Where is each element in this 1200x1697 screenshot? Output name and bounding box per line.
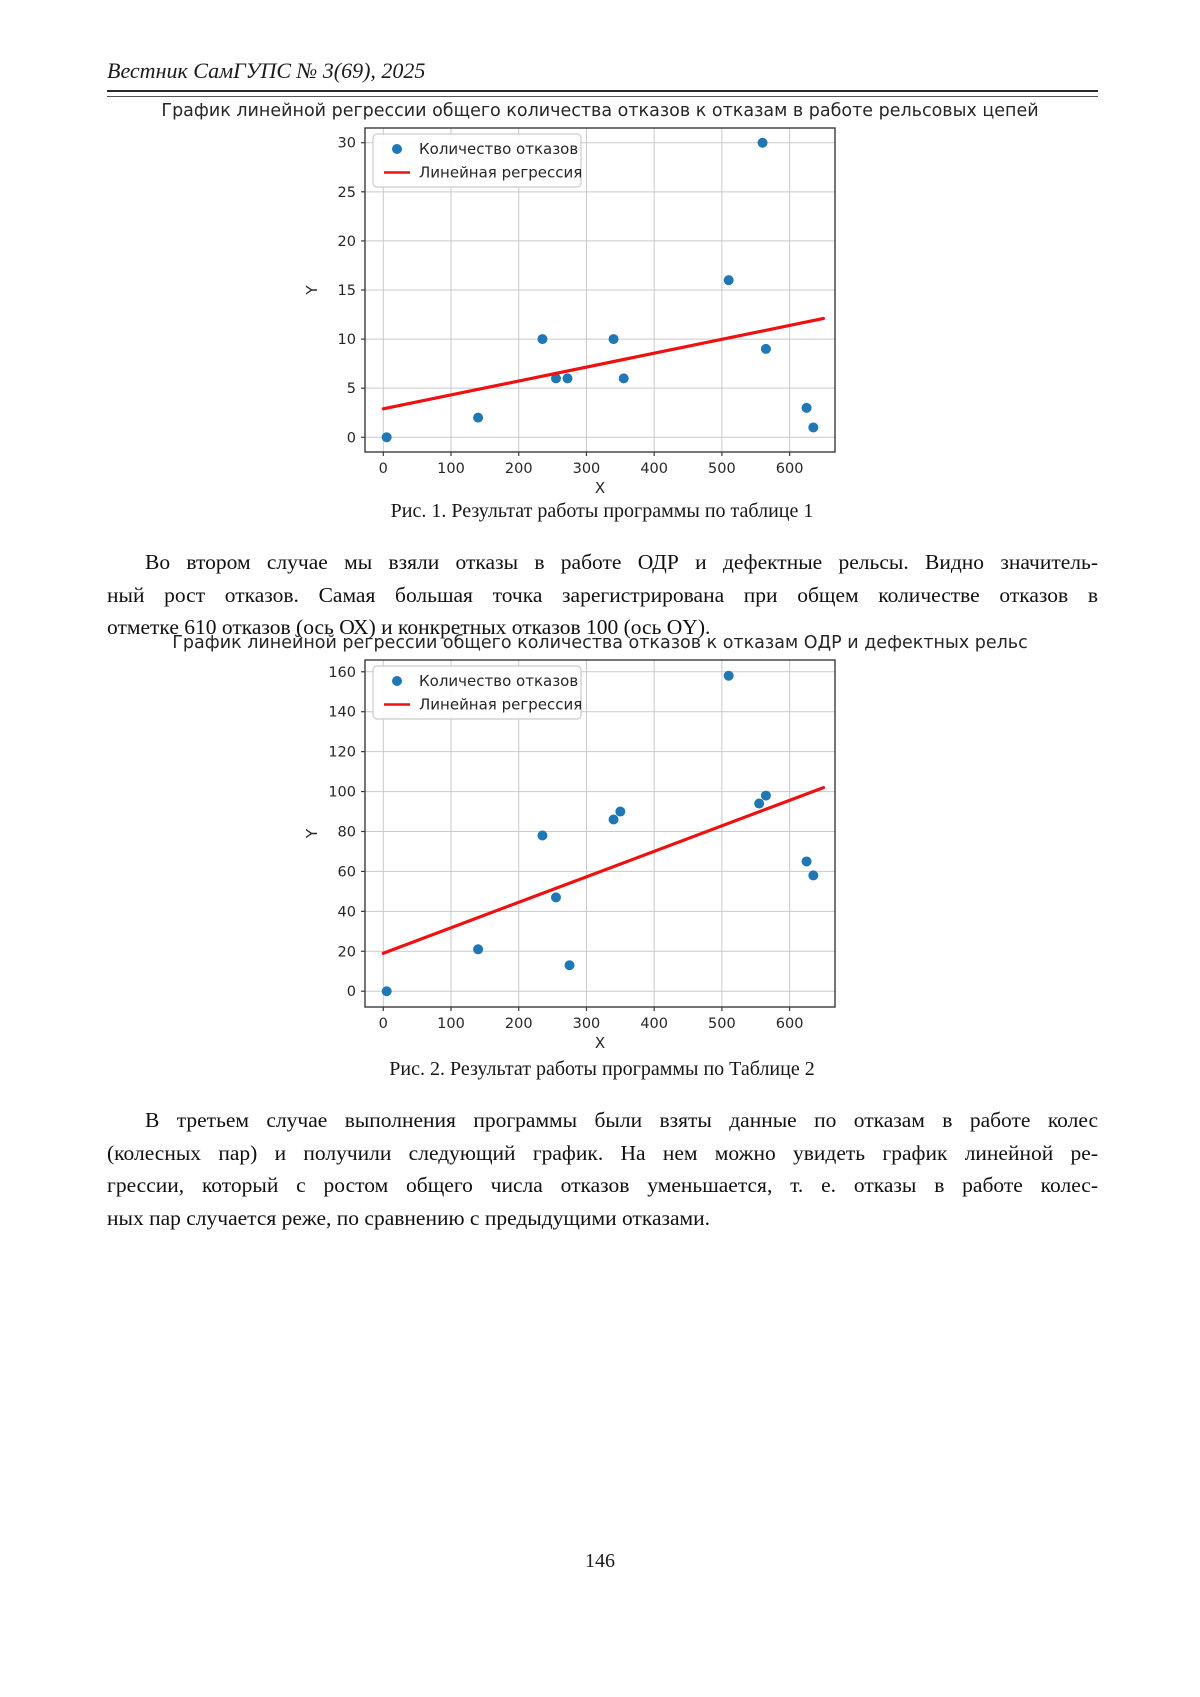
x-tick-label: 0 [379,461,388,477]
scatter-point [537,830,548,841]
y-tick-label: 20 [338,944,356,960]
header-rule [107,90,1098,97]
text-line: отметке 610 отказов (ось ОХ) и конкретны… [107,615,711,639]
scatter-point [757,137,768,148]
y-tick-label: 10 [338,332,356,348]
figure-1-chart: 0 100 200 300 400 500 600 0 5 10 15 20 25 30 X Y График … [161,101,1038,497]
y-tick-label: 20 [338,234,356,250]
y-tick-label: 0 [347,430,356,446]
scatter-point [723,670,734,681]
paragraph-2: В третьем случае выполнения программы бы… [107,1104,1098,1234]
y-axis-label: Y [303,828,321,839]
legend-label-regression: Линейная регрессия [419,164,582,182]
legend-label-regression: Линейная регрессия [419,696,582,714]
figure-2-caption: Рис. 2. Результат работы программы по Та… [389,1058,815,1080]
scatter-point [381,432,392,443]
scatter-point [473,412,484,423]
x-tick-label: 500 [708,461,736,477]
x-tick-label: 200 [505,461,533,477]
y-tick-label: 15 [338,283,356,299]
y-tick-label: 120 [328,745,356,761]
legend-box [372,665,582,720]
y-tick-label: 40 [338,904,356,920]
regression-line [381,316,826,411]
x-tick-label: 600 [776,461,804,477]
scatter-point [608,814,619,825]
scatter-point [808,870,819,881]
y-tick-label: 140 [328,705,356,721]
x-tick-label: 400 [640,1016,668,1032]
text-line: грессии, который с ростом общего числа о… [107,1173,1098,1197]
axes-spines [364,659,836,1008]
x-tick-label: 600 [776,1016,804,1032]
legend-scatter-marker-icon [392,676,402,686]
y-tick-label: 100 [328,785,356,801]
x-axis-label: X [595,479,605,497]
x-tick-label: 200 [505,1016,533,1032]
scatter-point [801,856,812,867]
scatter-point [550,373,561,384]
x-tick-label: 300 [573,1016,601,1032]
y-tick-label: 0 [347,984,356,1000]
figure-2-chart: 0 100 200 300 400 500 600 0 20 40 60 80 100 120 140 160… [172,633,1028,1052]
x-axis-label: X [595,1034,605,1052]
y-tick-label: 25 [338,185,356,201]
text-line: Во втором случае мы взяли отказы в работ… [145,550,1098,574]
y-tick-label: 60 [338,864,356,880]
chart-title: График линейной регрессии общего количес… [172,633,1028,653]
x-tick-label: 400 [640,461,668,477]
x-tick-label: 0 [379,1016,388,1032]
scatter-point [550,892,561,903]
legend-scatter-marker-icon [392,144,402,154]
x-tick-label: 100 [437,461,465,477]
text-line: В третьем случае выполнения программы бы… [145,1108,1098,1132]
page-number: 146 [585,1550,615,1572]
chart-title: График линейной регрессии общего количес… [161,101,1038,121]
scatter-point [754,798,765,809]
y-tick-label: 30 [338,136,356,152]
scatter-point [760,343,771,354]
legend-box [372,133,582,188]
text-line: ных пар случается реже, по сравнению с п… [107,1205,711,1230]
regression-line [381,785,826,955]
y-axis-label: Y [303,285,321,296]
scatter-point [608,334,619,345]
scatter-point [381,986,392,997]
scatter-point [801,402,812,413]
y-tick-label: 5 [347,381,356,397]
journal-header: Вестник СамГУПС № 3(69), 2025 [107,58,426,83]
scatter-point [618,373,629,384]
legend-label-points: Количество отказов [419,140,578,158]
scatter-point [723,275,734,286]
x-tick-label: 300 [573,461,601,477]
scatter-point [808,422,819,433]
scatter-point [564,960,575,971]
scatter-point [615,806,626,817]
y-tick-label: 80 [338,825,356,841]
scatter-point [760,790,771,801]
x-tick-label: 500 [708,1016,736,1032]
paragraph-1: Во втором случае мы взяли отказы в работ… [107,546,1098,644]
x-tick-label: 100 [437,1016,465,1032]
scatter-point [473,944,484,955]
text-line: ный рост отказов. Самая большая точка за… [107,582,1098,607]
legend-label-points: Количество отказов [419,672,578,690]
scatter-point [562,373,573,384]
figure-1-caption: Рис. 1. Результат работы программы по та… [390,500,814,522]
y-tick-label: 160 [328,665,356,681]
text-line: (колесных пар) и получили следующий граф… [107,1140,1098,1165]
scatter-point [537,334,548,345]
